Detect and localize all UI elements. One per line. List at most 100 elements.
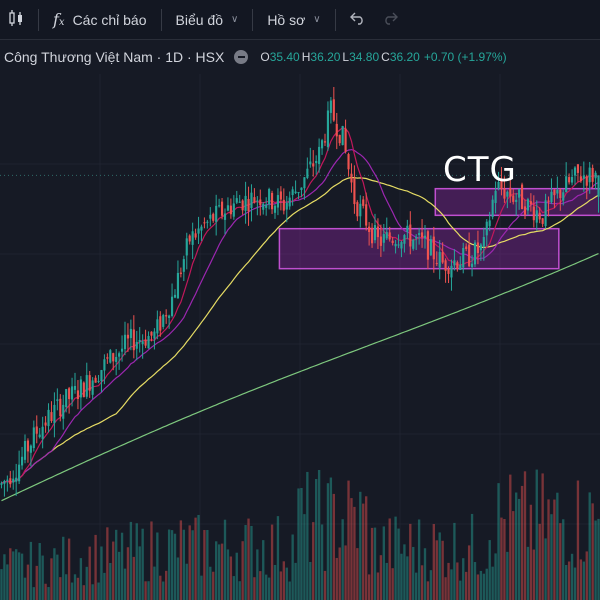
candle-body	[26, 440, 30, 452]
volume-bar	[426, 581, 430, 600]
candle-body	[82, 382, 85, 398]
volume-bar	[359, 491, 362, 600]
toolbar-divider	[160, 8, 162, 31]
volume-bar	[300, 487, 303, 600]
volume-bar	[541, 473, 544, 600]
volume-bar	[12, 551, 15, 600]
volume-bar	[232, 576, 235, 600]
volume-bar	[588, 492, 591, 600]
volume-bar	[509, 474, 512, 600]
undo-button[interactable]	[342, 0, 374, 40]
volume-bar	[241, 541, 244, 600]
volume-bar	[247, 518, 250, 600]
hide-series-icon[interactable]	[234, 50, 249, 64]
indicators-button[interactable]: fx Các chỉ báo	[45, 0, 155, 40]
candle-body	[103, 359, 106, 371]
candle-body	[538, 212, 541, 220]
volume-bar	[256, 549, 259, 600]
candle-body	[485, 221, 488, 236]
volume-bar	[100, 546, 103, 600]
candle-body	[279, 191, 282, 200]
candle-body	[3, 480, 6, 484]
candle-body	[570, 176, 574, 183]
candle-body	[159, 316, 162, 331]
volume-bar	[353, 506, 356, 600]
ticker-annotation[interactable]: CTG	[443, 150, 517, 190]
candle-body	[520, 184, 524, 210]
volume-bar	[297, 488, 300, 600]
candle-body	[412, 239, 415, 249]
volume-bar	[56, 554, 59, 600]
redo-button[interactable]	[374, 0, 406, 40]
candle-body	[470, 263, 474, 267]
candle-body	[170, 296, 174, 316]
candle-body	[579, 176, 582, 182]
symbol-title[interactable]: Công Thương Việt Nam · 1D · HSX	[4, 49, 225, 65]
volume-bar	[453, 522, 456, 600]
volume-bar	[215, 541, 218, 600]
candle-body	[88, 375, 91, 391]
candle-body	[176, 272, 180, 299]
volume-bar	[562, 519, 565, 600]
open-key: O	[260, 50, 270, 64]
volume-bar	[429, 570, 433, 600]
volume-bar	[373, 527, 377, 600]
profile-menu-button[interactable]: Hồ sơ ∨	[259, 0, 328, 40]
toolbar-divider	[334, 8, 336, 31]
volume-bar	[76, 577, 80, 600]
volume-bar	[288, 581, 291, 600]
candle-body	[285, 202, 288, 210]
candle-body	[12, 478, 15, 483]
candle-body	[509, 187, 512, 197]
candle-body	[162, 315, 165, 327]
candle-body	[568, 177, 571, 183]
volume-bar	[547, 499, 550, 600]
volume-bar	[270, 524, 274, 600]
volume-bar	[17, 552, 21, 600]
volume-bar	[367, 574, 371, 600]
volume-bar	[162, 581, 165, 600]
candle-body	[41, 426, 44, 439]
candle-body	[441, 252, 444, 263]
volume-bar	[203, 530, 206, 600]
volume-bar	[350, 498, 353, 600]
candle-body	[418, 233, 421, 235]
volume-bar	[200, 575, 203, 600]
candle-body	[118, 353, 121, 357]
volume-bar	[523, 471, 527, 600]
candle-body	[479, 244, 482, 251]
price-chart[interactable]	[0, 74, 600, 600]
volume-bar	[138, 546, 141, 600]
volume-bar	[447, 562, 450, 600]
candle-body	[518, 188, 521, 198]
candle-body	[123, 334, 127, 350]
candle-body	[212, 213, 215, 221]
candle-body	[265, 204, 268, 208]
volume-bar	[329, 477, 333, 600]
candle-body	[406, 225, 409, 232]
volume-bar	[520, 485, 524, 600]
volume-bar	[417, 519, 421, 600]
volume-bar	[320, 524, 324, 600]
candle-body	[188, 235, 191, 242]
volume-bar	[32, 587, 35, 600]
volume-bar	[191, 530, 194, 600]
chart-style-button[interactable]	[0, 0, 32, 40]
candle-body	[368, 226, 371, 233]
candle-body	[200, 226, 203, 231]
candle-body	[115, 356, 118, 362]
candle-body	[229, 205, 232, 215]
candle-body	[259, 199, 262, 206]
candle-body	[326, 110, 330, 148]
volume-bar	[259, 571, 262, 600]
volume-bar	[285, 567, 288, 600]
candle-body	[50, 412, 53, 421]
chart-menu-button[interactable]: Biểu đồ ∨	[168, 0, 247, 40]
volume-bar	[512, 511, 515, 600]
candle-body	[415, 236, 418, 239]
volume-bar	[515, 492, 518, 600]
candle-body	[494, 190, 497, 204]
ma-mid-line	[1, 148, 599, 484]
volume-bar	[338, 547, 341, 600]
candle-body	[335, 123, 338, 137]
